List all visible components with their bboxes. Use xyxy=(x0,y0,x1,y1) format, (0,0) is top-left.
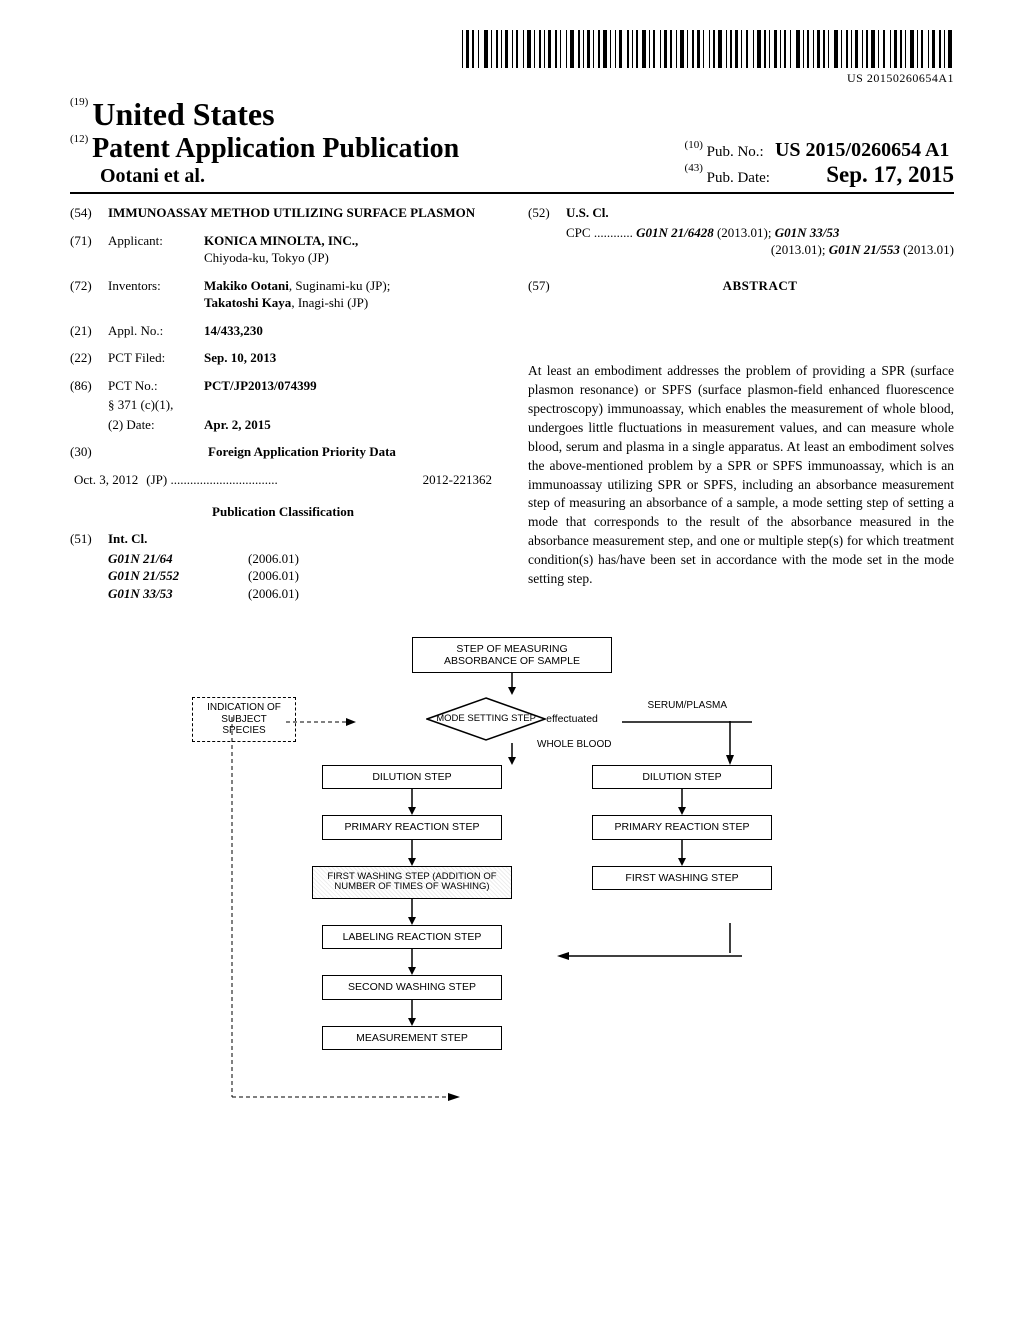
title-num: (54) xyxy=(70,204,108,222)
fc-mode-label: MODE SETTING STEP xyxy=(436,714,536,725)
appl-val: 14/433,230 xyxy=(204,322,496,340)
applicant-name: KONICA MINOLTA, INC., xyxy=(204,233,358,248)
pct-no-val: PCT/JP2013/074399 xyxy=(204,377,496,395)
int-code-1: G01N 21/552 xyxy=(108,567,248,585)
country: United States xyxy=(92,96,274,132)
pub-date-prefix: (43) xyxy=(685,162,703,174)
inventors-label: Inventors: xyxy=(108,277,204,312)
barcode-text: US 20150260654A1 xyxy=(847,71,954,86)
appl-num: (21) xyxy=(70,322,108,340)
int-ver-2: (2006.01) xyxy=(248,585,299,603)
s371-date-label: (2) Date: xyxy=(108,416,204,434)
cpc-2: G01N 33/53 xyxy=(775,225,840,240)
int-ver-1: (2006.01) xyxy=(248,567,299,585)
cpc-2-date: (2013.01); xyxy=(771,242,829,257)
authors: Ootani et al. xyxy=(100,165,459,188)
pub-class-heading: Publication Classification xyxy=(70,503,496,521)
arrow-down-icon xyxy=(506,743,518,765)
us-num: (52) xyxy=(528,204,566,222)
int-num: (51) xyxy=(70,530,108,548)
arrow-left-icon xyxy=(557,951,742,961)
inventor-2: Takatoshi Kaya xyxy=(204,295,291,310)
int-ver-0: (2006.01) xyxy=(248,550,299,568)
pub-no: US 2015/0260654 A1 xyxy=(775,139,949,161)
appl-label: Appl. No.: xyxy=(108,322,204,340)
inventor-2-loc: , Inagi-shi (JP) xyxy=(291,295,368,310)
fc-step-absorbance: STEP OF MEASURING ABSORBANCE OF SAMPLE xyxy=(412,637,612,673)
applicant-num: (71) xyxy=(70,232,108,267)
cpc-1-date: (2013.01); xyxy=(714,225,775,240)
dashed-connector-icon xyxy=(192,717,462,1117)
applicant-addr: Chiyoda-ku, Tokyo (JP) xyxy=(204,250,329,265)
cpc-label: CPC xyxy=(566,225,591,240)
s371-date-val: Apr. 2, 2015 xyxy=(204,416,496,434)
pub-prefix: (12) xyxy=(70,133,88,145)
foreign-num: (30) xyxy=(70,443,108,461)
country-prefix: (19) xyxy=(70,96,88,108)
cpc-dots: ............ xyxy=(591,225,637,240)
pct-filed-num: (22) xyxy=(70,349,108,367)
pct-filed-val: Sep. 10, 2013 xyxy=(204,349,496,367)
cpc-3: G01N 21/553 xyxy=(829,242,900,257)
abstract-text: At least an embodiment addresses the pro… xyxy=(528,362,954,589)
pub-no-label: Pub. No.: xyxy=(707,144,764,160)
inventors-num: (72) xyxy=(70,277,108,312)
fc-whole-label: WHOLE BLOOD xyxy=(537,739,611,751)
barcode xyxy=(462,30,954,68)
abstract-heading: ABSTRACT xyxy=(566,277,954,295)
pct-no-label: PCT No.: xyxy=(108,377,204,395)
foreign-label: Foreign Application Priority Data xyxy=(108,443,496,461)
line-icon xyxy=(724,923,736,953)
pub-no-prefix: (10) xyxy=(685,139,703,151)
foreign-date: Oct. 3, 2012 xyxy=(74,471,138,489)
arrow-down-icon xyxy=(724,721,736,765)
cpc-1: G01N 21/6428 xyxy=(636,225,714,240)
fc-primary-right: PRIMARY REACTION STEP xyxy=(592,815,772,839)
int-code-0: G01N 21/64 xyxy=(108,550,248,568)
int-code-2: G01N 33/53 xyxy=(108,585,248,603)
pct-filed-label: PCT Filed: xyxy=(108,349,204,367)
invention-title: IMMUNOASSAY METHOD UTILIZING SURFACE PLA… xyxy=(108,204,475,222)
dots-icon: ................................. xyxy=(170,472,277,487)
abstract-num: (57) xyxy=(528,277,566,313)
fc-dilution-right: DILUTION STEP xyxy=(592,765,772,789)
us-label: U.S. Cl. xyxy=(566,204,609,222)
fc-wash1-right: FIRST WASHING STEP xyxy=(592,866,772,890)
int-label: Int. Cl. xyxy=(108,530,147,548)
pct-no-num: (86) xyxy=(70,377,108,395)
inventor-1-loc: , Suginami-ku (JP); xyxy=(289,278,390,293)
applicant-label: Applicant: xyxy=(108,232,204,267)
foreign-app: 2012-221362 xyxy=(423,471,492,489)
pub-title: Patent Application Publication xyxy=(92,133,459,164)
cpc-3-date: (2013.01) xyxy=(900,242,954,257)
arrow-down-icon xyxy=(506,673,518,695)
fc-serum-label: SERUM/PLASMA xyxy=(648,700,727,712)
flowchart: STEP OF MEASURING ABSORBANCE OF SAMPLE I… xyxy=(202,637,822,1049)
foreign-cc: (JP) xyxy=(146,472,167,487)
s371-label: § 371 (c)(1), xyxy=(108,396,173,414)
arrow-down-icon xyxy=(676,789,688,815)
inventor-1: Makiko Ootani xyxy=(204,278,289,293)
arrow-down-icon xyxy=(676,840,688,866)
pub-date: Sep. 17, 2015 xyxy=(826,162,954,187)
pub-date-label: Pub. Date: xyxy=(707,170,770,186)
